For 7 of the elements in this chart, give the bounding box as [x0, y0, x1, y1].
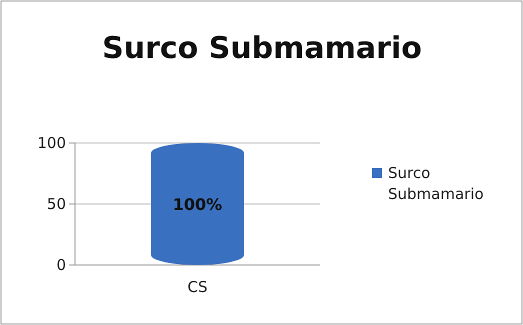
- data-label: 100%: [172, 195, 222, 214]
- chart-title: Surco Submamario: [102, 31, 422, 66]
- y-tick-label: 0: [56, 256, 66, 274]
- y-tick-label: 50: [46, 194, 66, 213]
- x-tick-label: CS: [188, 278, 208, 296]
- y-tick-label: 100: [37, 134, 66, 152]
- legend-label: Surco Submamario: [388, 164, 484, 203]
